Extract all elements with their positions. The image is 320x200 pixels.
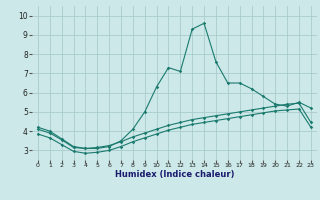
- X-axis label: Humidex (Indice chaleur): Humidex (Indice chaleur): [115, 170, 234, 179]
